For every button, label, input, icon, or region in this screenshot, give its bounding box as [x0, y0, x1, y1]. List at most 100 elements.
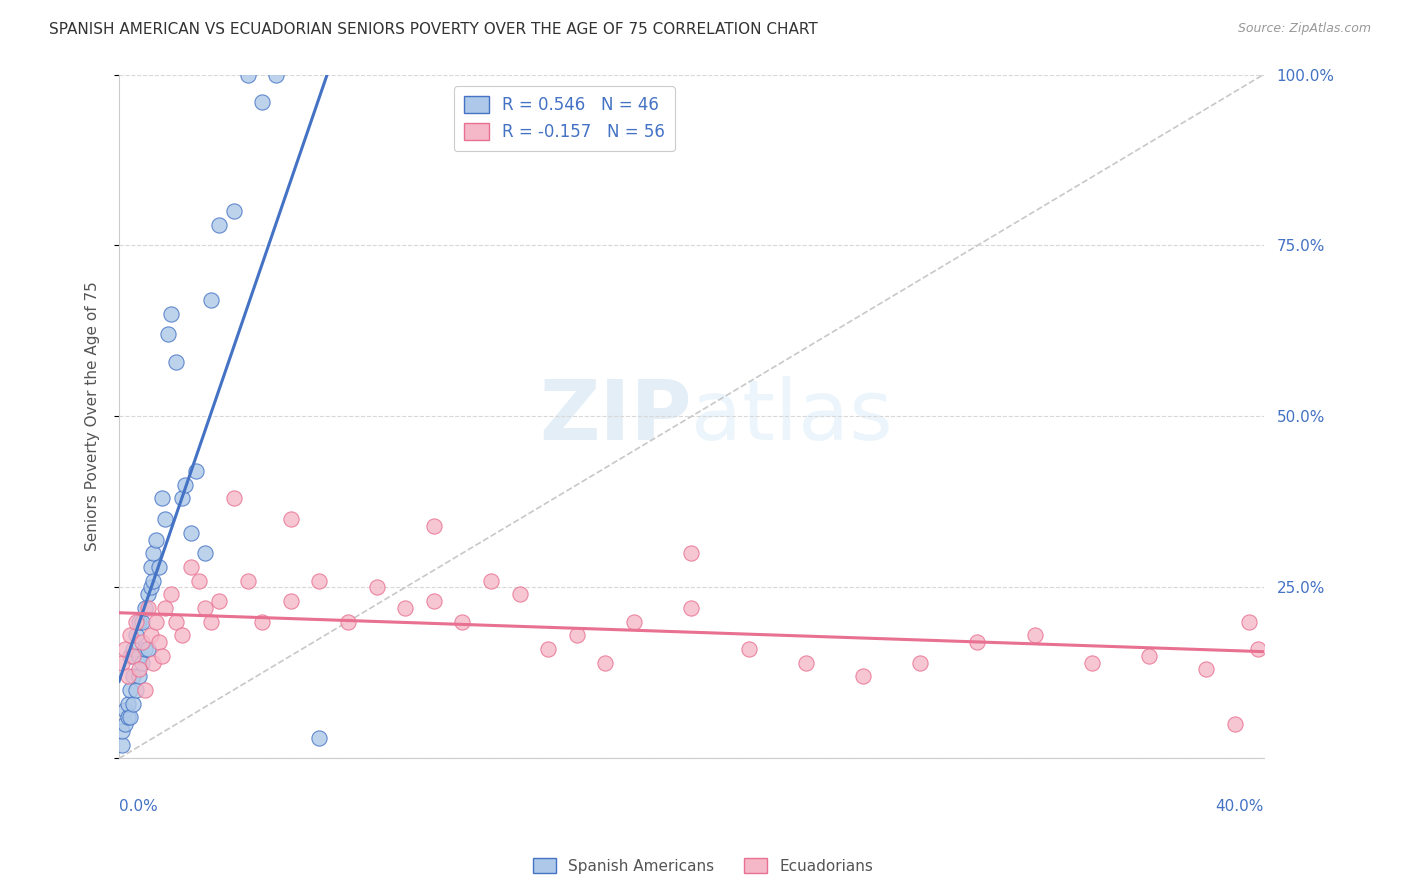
Point — [194, 546, 217, 560]
Point — [117, 710, 139, 724]
Point — [125, 683, 148, 698]
Point — [188, 574, 211, 588]
Point — [565, 628, 588, 642]
Point — [194, 601, 217, 615]
Point — [111, 738, 134, 752]
Point — [120, 710, 142, 724]
Point — [150, 491, 173, 506]
Point — [159, 307, 181, 321]
Point — [623, 615, 645, 629]
Point — [394, 601, 416, 615]
Point — [1239, 615, 1261, 629]
Text: 0.0%: 0.0% — [120, 799, 157, 814]
Point — [308, 574, 330, 588]
Point — [222, 204, 245, 219]
Point — [366, 581, 388, 595]
Point — [114, 642, 136, 657]
Point — [128, 615, 150, 629]
Point — [156, 327, 179, 342]
Point — [852, 669, 875, 683]
Point — [1137, 648, 1160, 663]
Point — [173, 478, 195, 492]
Text: atlas: atlas — [692, 376, 893, 457]
Point — [280, 512, 302, 526]
Point — [122, 669, 145, 683]
Point — [114, 704, 136, 718]
Point — [451, 615, 474, 629]
Point — [128, 669, 150, 683]
Point — [117, 669, 139, 683]
Point — [139, 560, 162, 574]
Point — [139, 628, 162, 642]
Point — [336, 615, 359, 629]
Point — [423, 519, 446, 533]
Point — [479, 574, 502, 588]
Point — [120, 683, 142, 698]
Point — [1223, 717, 1246, 731]
Text: SPANISH AMERICAN VS ECUADORIAN SENIORS POVERTY OVER THE AGE OF 75 CORRELATION CH: SPANISH AMERICAN VS ECUADORIAN SENIORS P… — [49, 22, 818, 37]
Text: 40.0%: 40.0% — [1215, 799, 1264, 814]
Point — [165, 615, 187, 629]
Point — [150, 648, 173, 663]
Point — [794, 656, 817, 670]
Point — [509, 587, 531, 601]
Point — [1195, 663, 1218, 677]
Point — [145, 533, 167, 547]
Point — [111, 724, 134, 739]
Text: ZIP: ZIP — [538, 376, 692, 457]
Point — [308, 731, 330, 745]
Point — [681, 601, 703, 615]
Point — [134, 683, 156, 698]
Point — [180, 560, 202, 574]
Point — [170, 628, 193, 642]
Point — [122, 648, 145, 663]
Point — [165, 355, 187, 369]
Point — [200, 615, 222, 629]
Point — [120, 628, 142, 642]
Point — [1247, 642, 1270, 657]
Point — [159, 587, 181, 601]
Point — [117, 697, 139, 711]
Point — [180, 525, 202, 540]
Y-axis label: Seniors Poverty Over the Age of 75: Seniors Poverty Over the Age of 75 — [86, 282, 100, 551]
Point — [186, 464, 208, 478]
Point — [128, 663, 150, 677]
Point — [170, 491, 193, 506]
Point — [1081, 656, 1104, 670]
Point — [120, 648, 142, 663]
Point — [250, 615, 273, 629]
Point — [125, 628, 148, 642]
Point — [114, 717, 136, 731]
Point — [966, 635, 988, 649]
Point — [142, 574, 165, 588]
Point — [208, 594, 231, 608]
Point — [200, 293, 222, 308]
Point — [1024, 628, 1046, 642]
Point — [131, 635, 153, 649]
Point — [136, 587, 159, 601]
Point — [142, 546, 165, 560]
Point — [122, 642, 145, 657]
Point — [266, 68, 288, 82]
Point — [222, 491, 245, 506]
Point — [148, 635, 170, 649]
Point — [423, 594, 446, 608]
Point — [908, 656, 931, 670]
Legend: R = 0.546   N = 46, R = -0.157   N = 56: R = 0.546 N = 46, R = -0.157 N = 56 — [454, 87, 675, 151]
Point — [681, 546, 703, 560]
Point — [148, 560, 170, 574]
Point — [111, 656, 134, 670]
Legend: Spanish Americans, Ecuadorians: Spanish Americans, Ecuadorians — [526, 852, 880, 880]
Point — [122, 697, 145, 711]
Point — [128, 648, 150, 663]
Text: Source: ZipAtlas.com: Source: ZipAtlas.com — [1237, 22, 1371, 36]
Point — [250, 95, 273, 109]
Point — [153, 512, 176, 526]
Point — [145, 615, 167, 629]
Point — [208, 218, 231, 232]
Point — [134, 642, 156, 657]
Point — [136, 601, 159, 615]
Point — [136, 642, 159, 657]
Point — [236, 574, 259, 588]
Point — [131, 615, 153, 629]
